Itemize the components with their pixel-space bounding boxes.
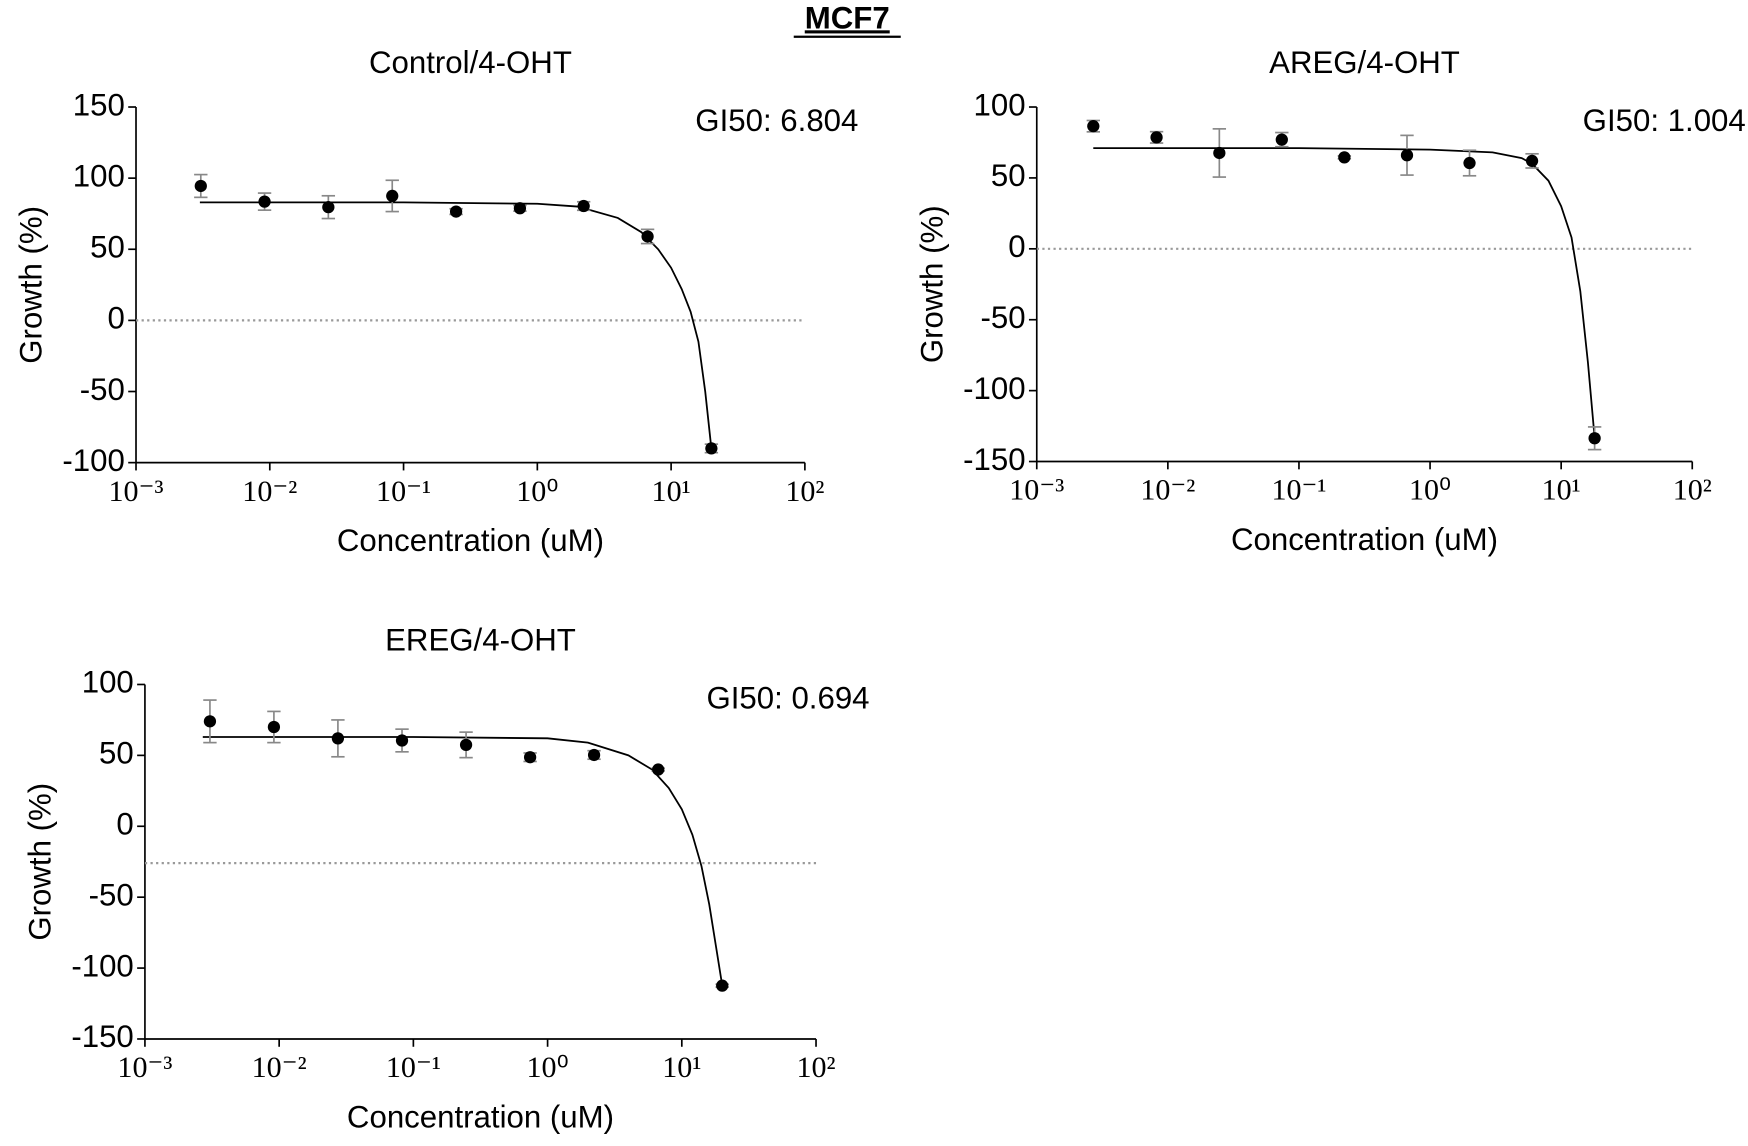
- data-point: [641, 230, 654, 243]
- data-point: [1087, 120, 1100, 133]
- x-tick-label: 10²: [796, 1050, 835, 1084]
- data-point: [331, 732, 345, 745]
- x-tick-label: 10⁰: [1409, 473, 1451, 507]
- x-tick-label: 10²: [785, 474, 824, 508]
- x-tick-label: 10⁰: [527, 1050, 569, 1084]
- data-point: [258, 195, 271, 208]
- data-point: [1588, 432, 1601, 445]
- y-tick-label: 150: [73, 87, 125, 122]
- x-tick-label: 10⁻²: [242, 474, 297, 508]
- x-tick-label: 10¹: [652, 474, 691, 508]
- data-point: [577, 199, 590, 213]
- y-tick-label: 100: [974, 87, 1026, 122]
- data-point: [194, 179, 207, 193]
- x-tick-label: 10⁻³: [109, 474, 164, 508]
- y-axis-label: Growth (%): [914, 205, 949, 363]
- y-tick-label: 50: [99, 736, 134, 771]
- panel-title: Control/4-OHT: [369, 45, 572, 80]
- y-tick-label: 0: [1008, 229, 1025, 264]
- y-tick-label: 50: [90, 230, 125, 265]
- y-axis-label: Growth (%): [14, 206, 49, 364]
- y-tick-label: -100: [71, 948, 133, 983]
- annotation: GI50: 0.694: [706, 680, 869, 715]
- y-tick-label: -50: [981, 300, 1026, 335]
- fit-curve: [1093, 147, 1596, 438]
- x-axis-label: Concentration (uM): [347, 1099, 614, 1134]
- fit-curve: [202, 736, 724, 986]
- y-tick-label: 0: [108, 301, 125, 336]
- x-axis-label: Concentration (uM): [337, 523, 604, 558]
- data-point: [705, 442, 718, 455]
- x-tick-label: 10⁰: [516, 474, 558, 508]
- figure-title: MCF7: [805, 0, 890, 35]
- x-tick-label: 10⁻¹: [376, 474, 431, 508]
- data-point: [449, 205, 463, 218]
- y-tick-label: -50: [89, 877, 134, 912]
- x-tick-label: 10⁻¹: [386, 1050, 441, 1084]
- y-tick-label: -100: [62, 443, 124, 478]
- data-point: [1150, 131, 1163, 144]
- x-tick-label: 10¹: [662, 1050, 701, 1084]
- y-tick-label: -100: [963, 371, 1025, 406]
- data-point: [523, 751, 537, 764]
- x-tick-label: 10⁻¹: [1271, 473, 1326, 507]
- data-point: [1525, 154, 1539, 168]
- fit-curve: [199, 201, 713, 449]
- data-point: [587, 748, 601, 762]
- x-tick-label: 10¹: [1542, 473, 1581, 507]
- data-point: [1275, 133, 1288, 146]
- y-tick-label: 100: [82, 665, 134, 700]
- data-point: [1338, 151, 1351, 164]
- y-tick-label: 0: [116, 807, 133, 842]
- panel-title: AREG/4-OHT: [1269, 45, 1460, 80]
- data-point: [513, 202, 527, 215]
- y-tick-label: 50: [991, 158, 1026, 193]
- y-tick-label: -50: [80, 372, 125, 407]
- data-point: [459, 738, 473, 752]
- panel: AREG/4-OHT GI50: 1.004 Concentration (uM) G…: [914, 45, 1745, 557]
- data-point: [203, 715, 217, 728]
- data-point: [652, 763, 665, 776]
- data-point: [1213, 146, 1226, 160]
- x-tick-label: 10⁻²: [1140, 473, 1195, 507]
- panel-title: EREG/4-OHT: [385, 622, 576, 657]
- x-tick-label: 10²: [1673, 473, 1712, 507]
- data-point: [716, 979, 729, 992]
- data-point: [322, 201, 335, 214]
- annotation: GI50: 1.004: [1583, 103, 1746, 138]
- data-point: [267, 720, 281, 734]
- panel: Control/4-OHT GI50: 6.804 Concentration (u…: [14, 45, 859, 558]
- y-tick-label: -150: [71, 1019, 133, 1054]
- x-tick-label: 10⁻³: [117, 1050, 172, 1084]
- x-tick-label: 10⁻²: [252, 1050, 307, 1084]
- data-point: [395, 734, 409, 747]
- y-axis-label: Growth (%): [23, 783, 58, 941]
- y-tick-label: 100: [73, 158, 125, 193]
- data-point: [1463, 156, 1476, 170]
- data-point: [386, 189, 399, 203]
- x-axis-label: Concentration (uM): [1231, 522, 1498, 557]
- x-tick-label: 10⁻³: [1009, 473, 1064, 507]
- data-point: [1400, 149, 1414, 162]
- y-tick-label: -150: [963, 442, 1025, 477]
- panel: EREG/4-OHT GI50: 0.694 Concentration (uM) G…: [23, 622, 870, 1134]
- annotation: GI50: 6.804: [695, 103, 858, 138]
